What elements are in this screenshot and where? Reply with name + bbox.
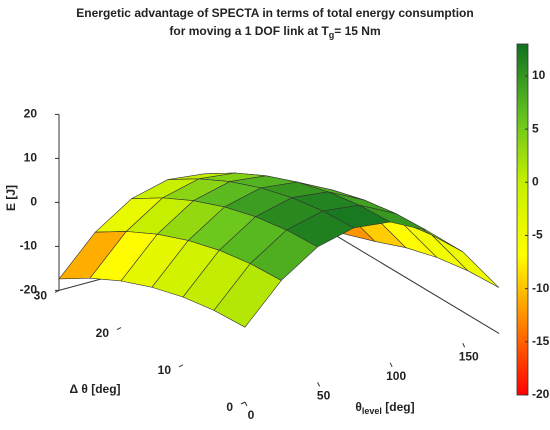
x-tick: [389, 362, 393, 368]
y-axis-label: Δ θ [deg]: [69, 382, 120, 396]
colorbar-tick-label: -10: [532, 281, 550, 295]
surface-face: [213, 263, 282, 328]
y-tick: [116, 327, 122, 331]
z-tick-label: 20: [24, 107, 38, 121]
colorbar: [516, 43, 529, 396]
title-text: = 15 Nm: [334, 24, 380, 38]
x-label: θ: [355, 400, 362, 414]
chart-title: for moving a 1 DOF link at Tg= 15 Nm: [169, 24, 380, 40]
x-tick: [244, 401, 248, 407]
surface-face: [431, 234, 500, 288]
x-tick-label: 150: [459, 349, 479, 363]
y-tick: [240, 401, 246, 405]
x-tick-label: 100: [386, 369, 406, 383]
colorbar-tick-label: 10: [532, 68, 546, 82]
y-tick-label: 0: [226, 400, 233, 414]
y-tick: [178, 364, 184, 368]
y-tick-label: 20: [96, 326, 110, 340]
colorbar-tick-label: -20: [532, 387, 550, 401]
title-text: for moving a 1 DOF link at T: [169, 24, 329, 38]
colorbar-tick-label: 5: [532, 121, 539, 135]
y-tick-label: 30: [34, 289, 48, 303]
colorbar-tick-label: -5: [532, 228, 543, 242]
z-tick-label: 0: [30, 195, 37, 209]
x-label: [deg]: [382, 400, 415, 414]
z-tick-label: 10: [24, 151, 38, 165]
title-sub: g: [329, 30, 335, 40]
x-label-sub: level: [362, 406, 382, 416]
colorbar-tick-label: -15: [532, 334, 550, 348]
z-tick-label: -20: [20, 283, 38, 297]
z-tick-label: -10: [20, 239, 38, 253]
chart-title: Energetic advantage of SPECTA in terms o…: [76, 6, 473, 20]
x-tick: [317, 382, 321, 387]
axis-line: [312, 221, 500, 334]
x-tick-label: 0: [248, 408, 255, 422]
y-tick-label: 10: [158, 363, 172, 377]
x-tick-label: 50: [317, 389, 331, 403]
z-axis-label: E [J]: [4, 185, 18, 211]
x-tick: [462, 342, 466, 348]
colorbar-tick-label: 0: [532, 174, 539, 188]
x-axis-label: θlevel [deg]: [355, 400, 414, 416]
